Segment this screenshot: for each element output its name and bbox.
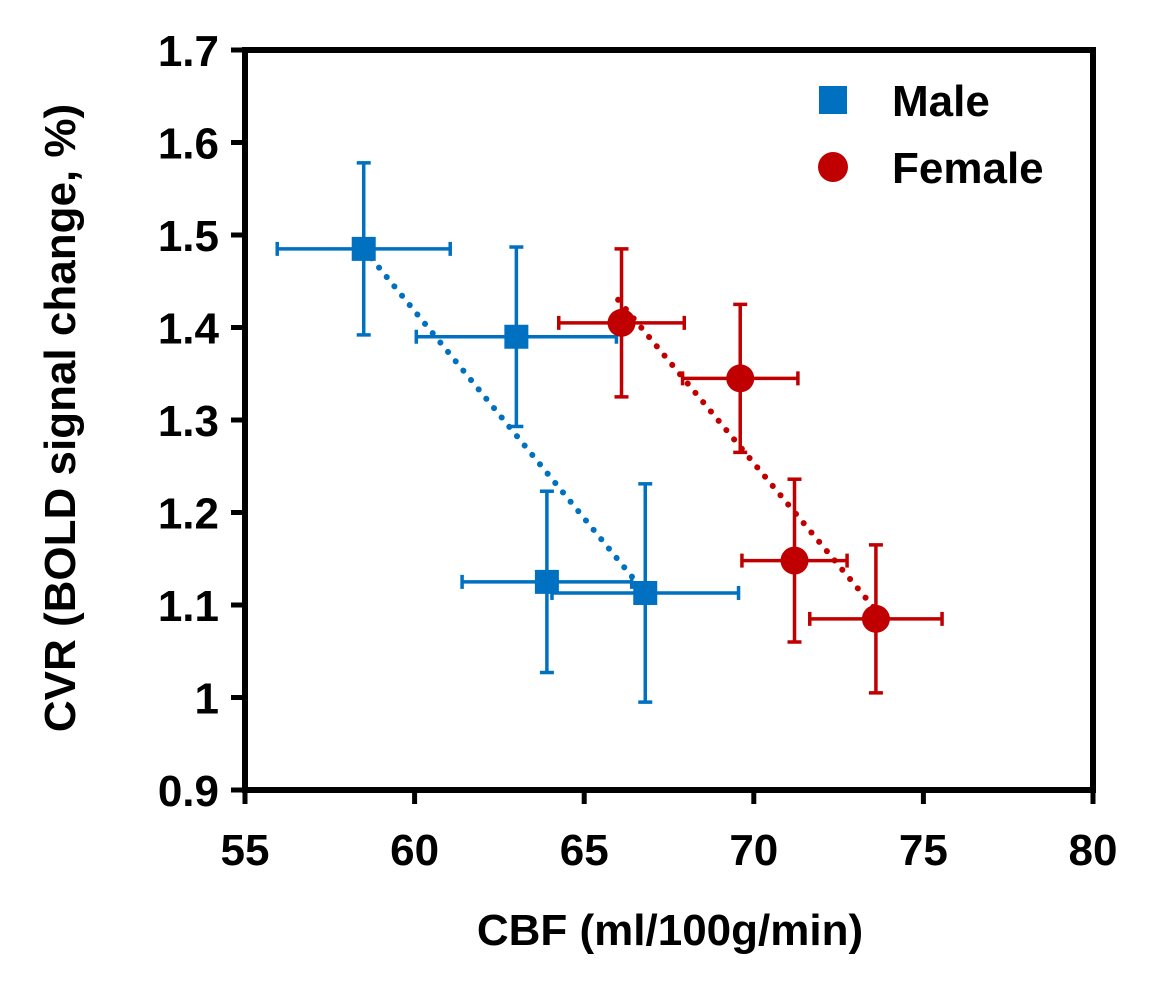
x-tick-label: 80 xyxy=(1069,826,1118,875)
y-tick-label: 1.4 xyxy=(158,305,220,354)
legend-label-female: Female xyxy=(892,144,1044,193)
y-tick-label: 1.1 xyxy=(158,582,219,631)
x-tick-label: 70 xyxy=(729,826,778,875)
male-data-point xyxy=(534,569,559,594)
female-data-point xyxy=(780,546,809,575)
y-axis-title: CVR (BOLD signal change, %) xyxy=(36,104,85,732)
series-male xyxy=(275,161,741,704)
male-trendline xyxy=(360,245,649,596)
x-axis-title: CBF (ml/100g/min) xyxy=(477,906,863,955)
x-tick-label: 55 xyxy=(221,826,270,875)
x-tick-label: 65 xyxy=(560,826,609,875)
legend-marker-male xyxy=(819,86,847,114)
female-data-point xyxy=(861,604,890,633)
female-data-point xyxy=(726,364,755,393)
plot-area xyxy=(275,161,944,704)
y-tick-label: 1.2 xyxy=(158,490,219,539)
male-data-point xyxy=(504,324,529,349)
x-tick-label: 75 xyxy=(899,826,948,875)
y-tick-label: 0.9 xyxy=(158,767,219,816)
female-data-point xyxy=(607,308,636,337)
y-tick-label: 1 xyxy=(195,675,219,724)
y-tick-label: 1.5 xyxy=(158,212,219,261)
legend-marker-female xyxy=(818,152,848,182)
male-data-point xyxy=(633,580,658,605)
y-tick-label: 1.7 xyxy=(158,27,219,76)
y-tick-label: 1.3 xyxy=(158,397,219,446)
legend: Male Female xyxy=(818,77,1044,193)
male-data-point xyxy=(351,236,376,261)
series-female xyxy=(557,247,944,695)
axes: 55 60 65 70 75 80 0.9 1 1.1 1.2 1.3 1.4 1.5 1.6 1.7 xyxy=(158,27,1118,875)
x-tick-label: 60 xyxy=(390,826,439,875)
legend-label-male: Male xyxy=(892,77,990,126)
y-tick-label: 1.6 xyxy=(158,120,219,169)
